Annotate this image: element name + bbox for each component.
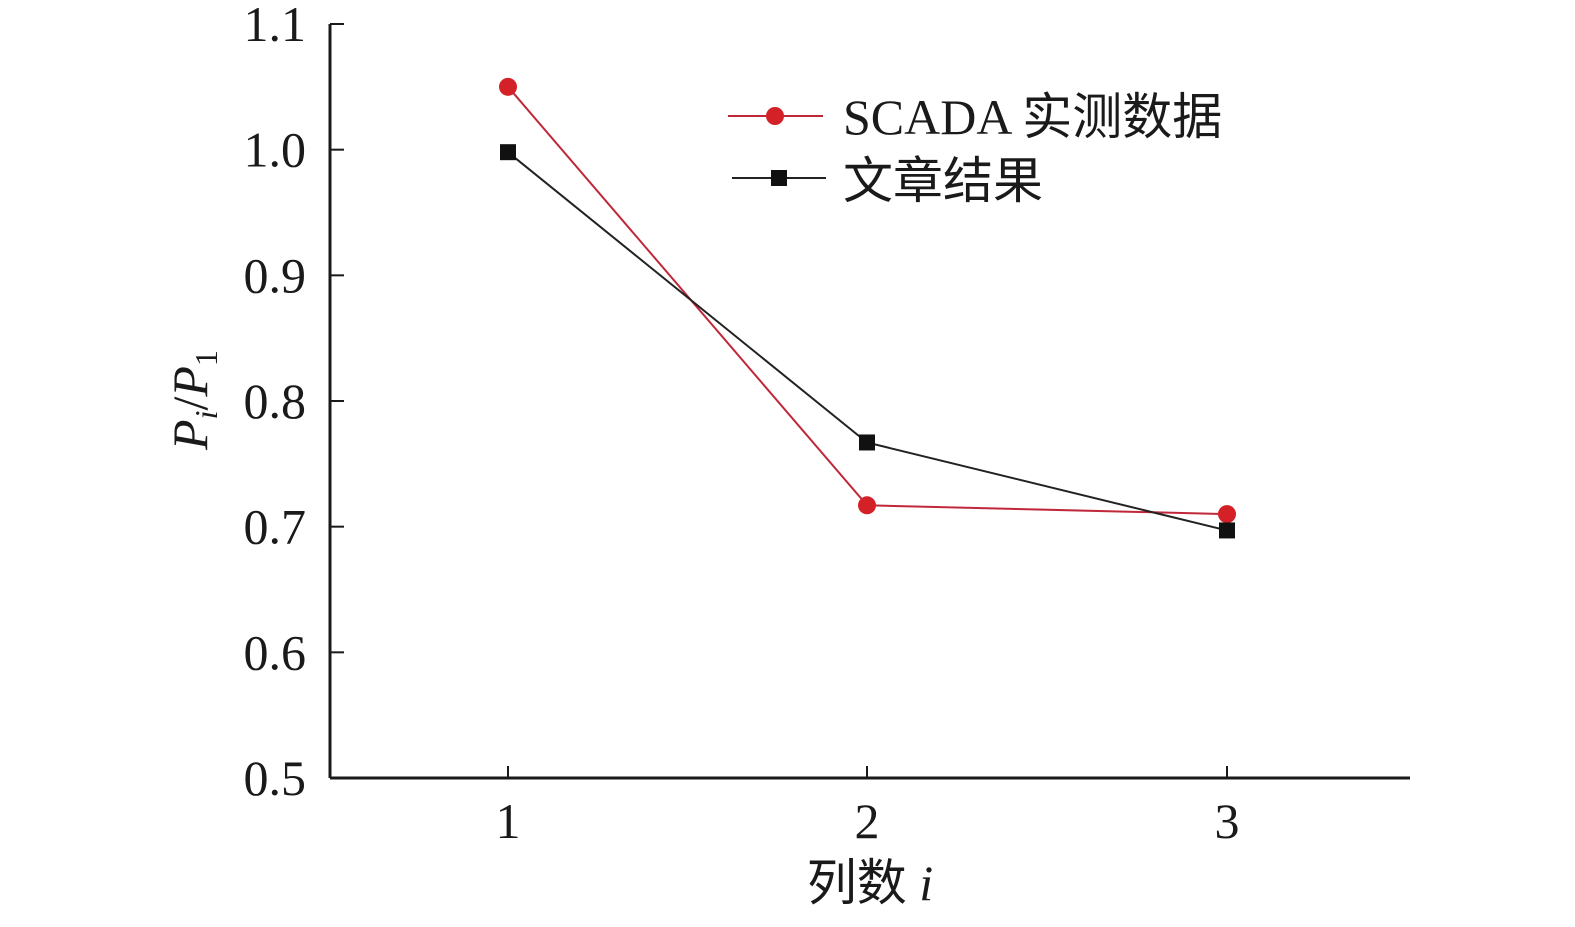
data-point-square	[1219, 522, 1235, 539]
y-tick-label: 0.8	[244, 373, 307, 429]
legend-marker-square	[771, 170, 787, 186]
y-tick-label: 0.6	[244, 624, 307, 680]
legend-label-article: 文章结果	[843, 153, 1043, 209]
data-point-circle	[499, 77, 517, 96]
legend: SCADA 实测数据 文章结果	[728, 89, 1222, 209]
data-point-square	[500, 144, 516, 161]
y-tick-label: 0.9	[244, 247, 307, 303]
y-tick-label: 1.0	[244, 122, 307, 178]
x-tick-label: 3	[1215, 793, 1240, 849]
x-axis-title: 列数 i	[807, 855, 933, 911]
legend-label-scada: SCADA 实测数据	[843, 89, 1222, 145]
y-tick-label: 0.5	[244, 750, 307, 806]
data-point-circle	[858, 496, 876, 515]
legend-item-scada: SCADA 实测数据	[728, 89, 1222, 145]
data-point-circle	[1218, 505, 1236, 524]
legend-item-article: 文章结果	[732, 153, 1043, 209]
y-tick-label: 0.7	[244, 499, 307, 555]
y-ticks: 0.5 0.6 0.7 0.8 0.9 1.0 1.1	[244, 0, 344, 806]
legend-marker-circle	[766, 107, 784, 125]
data-point-square	[859, 434, 875, 451]
x-ticks: 1 2 3	[496, 766, 1240, 849]
y-axis-title: Pi/P1	[162, 350, 224, 451]
y-tick-label: 1.1	[244, 0, 307, 52]
x-tick-label: 2	[855, 793, 880, 849]
x-tick-label: 1	[496, 793, 521, 849]
series-layer	[499, 77, 1236, 539]
